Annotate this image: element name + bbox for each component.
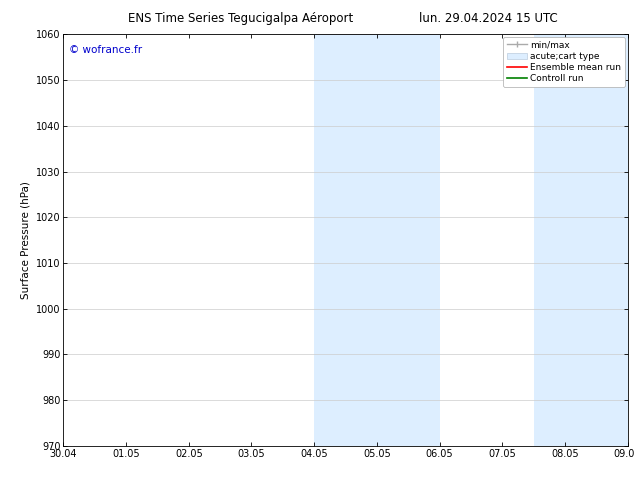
Bar (534, 34, 628, 446)
Bar (314, 34, 439, 446)
Text: ENS Time Series Tegucigalpa Aéroport: ENS Time Series Tegucigalpa Aéroport (128, 12, 354, 25)
Legend: min/max, acute;cart type, Ensemble mean run, Controll run: min/max, acute;cart type, Ensemble mean … (503, 37, 625, 87)
Y-axis label: Surface Pressure (hPa): Surface Pressure (hPa) (20, 181, 30, 299)
Text: © wofrance.fr: © wofrance.fr (69, 45, 142, 54)
Text: lun. 29.04.2024 15 UTC: lun. 29.04.2024 15 UTC (419, 12, 557, 25)
